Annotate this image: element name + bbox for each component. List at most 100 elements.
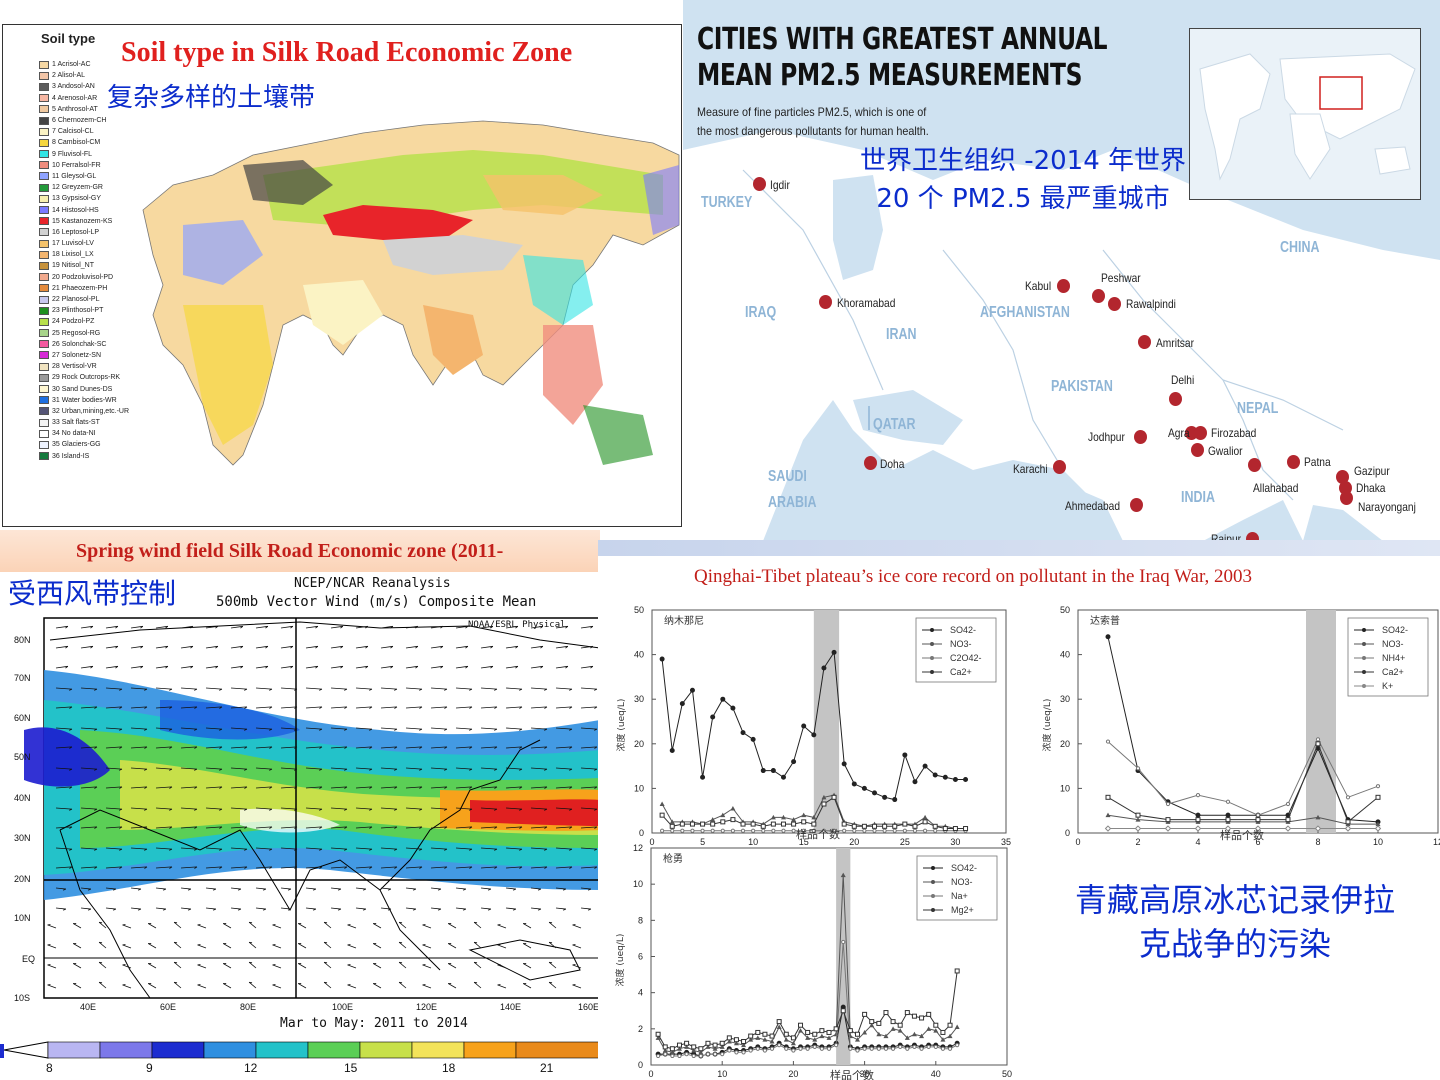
data-point xyxy=(790,1035,796,1041)
soil-legend-label: 21 Phaeozem-PH xyxy=(52,284,108,292)
wind-arrow xyxy=(373,923,382,929)
data-point xyxy=(940,1037,946,1042)
data-point xyxy=(963,826,969,832)
wind-arrow xyxy=(572,924,582,929)
soil-legend-item: 14 Histosol-HS xyxy=(39,204,149,215)
data-point xyxy=(684,1052,689,1057)
city-marker[interactable] xyxy=(1340,491,1353,505)
soil-legend-label: 14 Histosol-HS xyxy=(52,206,99,214)
wind-arrow xyxy=(405,687,423,691)
data-point xyxy=(904,1035,910,1040)
city-marker[interactable] xyxy=(1191,443,1204,457)
city-marker[interactable] xyxy=(864,456,877,470)
wind-arrow xyxy=(73,983,82,989)
wind-arrow xyxy=(530,625,544,629)
city-marker[interactable] xyxy=(1169,392,1182,406)
lon-label: 40E xyxy=(80,1002,97,1012)
soil-legend-swatch xyxy=(39,217,49,226)
wind-arrow xyxy=(105,807,123,811)
city-marker[interactable] xyxy=(1092,289,1105,303)
data-point xyxy=(1345,795,1351,800)
data-point xyxy=(890,1046,896,1051)
data-point xyxy=(1254,825,1262,832)
legend-marker xyxy=(931,908,935,912)
soil-legend-swatch xyxy=(39,429,49,438)
data-point xyxy=(669,1046,675,1052)
wind-arrow xyxy=(555,786,573,789)
soil-legend-title: Soil type xyxy=(41,31,96,46)
city-label: Igdir xyxy=(770,178,790,192)
soil-legend-label: 36 Island-IS xyxy=(52,452,90,460)
data-point xyxy=(781,828,786,833)
wind-arrow xyxy=(455,645,469,649)
soil-legend-label: 22 Planosol-PL xyxy=(52,296,100,304)
data-point xyxy=(897,1022,903,1028)
wind-arrow xyxy=(580,665,594,669)
wind-arrow xyxy=(380,847,398,851)
city-marker[interactable] xyxy=(753,177,766,191)
wind-arrow xyxy=(380,907,392,911)
data-point xyxy=(762,1031,768,1037)
soil-legend-label: 3 Andosol-AN xyxy=(52,83,95,91)
wind-arrow xyxy=(205,706,223,709)
data-point xyxy=(710,714,716,720)
soil-legend-label: 29 Rock Outcrops-RK xyxy=(52,374,121,382)
data-point xyxy=(1105,794,1111,800)
wind-arrow xyxy=(330,866,348,869)
soil-legend-label: 5 Anthrosol-AT xyxy=(52,105,98,113)
data-point xyxy=(751,828,756,833)
wind-arrow xyxy=(355,847,373,851)
wind-arrow xyxy=(105,887,117,891)
lat-label: 10S xyxy=(14,993,31,1003)
data-point xyxy=(663,1052,668,1057)
data-point xyxy=(669,823,675,829)
soil-legend-item: 34 No data-NI xyxy=(39,428,149,439)
city-marker[interactable] xyxy=(1194,426,1207,440)
city-label: Allahabad xyxy=(1253,481,1299,495)
soil-legend-label: 1 Acrisol-AC xyxy=(52,61,91,69)
city-marker[interactable] xyxy=(1134,430,1147,444)
data-point xyxy=(669,819,675,824)
city-marker[interactable] xyxy=(1248,458,1261,472)
wind-arrow xyxy=(280,645,294,649)
data-point xyxy=(841,939,846,945)
soil-legend-item: 33 Salt flats-ST xyxy=(39,417,149,428)
data-point xyxy=(1315,737,1321,742)
wind-arrow xyxy=(430,907,442,911)
city-marker[interactable] xyxy=(1053,460,1066,474)
data-point xyxy=(912,828,918,833)
wind-arrow xyxy=(298,983,307,989)
data-point xyxy=(862,1029,868,1035)
city-marker[interactable] xyxy=(1108,297,1121,311)
data-point xyxy=(869,1019,875,1025)
city-marker[interactable] xyxy=(1130,498,1143,512)
city-marker[interactable] xyxy=(1246,532,1259,541)
soil-legend-label: 28 Vertisol-VR xyxy=(52,363,97,371)
wind-arrow xyxy=(480,665,494,669)
city-marker[interactable] xyxy=(1336,470,1349,484)
wind-arrow xyxy=(330,807,348,811)
data-point xyxy=(791,759,797,765)
data-point xyxy=(748,1048,753,1053)
city-label: Gazipur xyxy=(1354,464,1390,478)
soil-legend-item: 4 Arenosol-AR xyxy=(39,93,149,104)
wind-arrow xyxy=(523,923,532,929)
wind-arrow xyxy=(80,645,94,649)
wind-arrow xyxy=(98,921,107,929)
wind-arrow xyxy=(280,767,298,771)
wind-arrow xyxy=(323,981,332,989)
wind-arrow xyxy=(205,727,223,731)
city-marker[interactable] xyxy=(1287,455,1300,469)
wind-arrow xyxy=(548,981,557,989)
city-label: Narayonganj xyxy=(1358,500,1416,514)
city-marker[interactable] xyxy=(1138,335,1151,349)
data-point xyxy=(1255,817,1261,823)
wind-arrow xyxy=(505,887,517,891)
wind-footer: Mar to May: 2011 to 2014 xyxy=(280,1016,468,1031)
city-marker[interactable] xyxy=(1057,279,1070,293)
data-point xyxy=(892,797,898,803)
wind-arrow xyxy=(405,645,419,649)
city-marker[interactable] xyxy=(819,295,832,309)
data-point xyxy=(780,774,786,780)
legend-label: NH4+ xyxy=(1382,653,1405,663)
